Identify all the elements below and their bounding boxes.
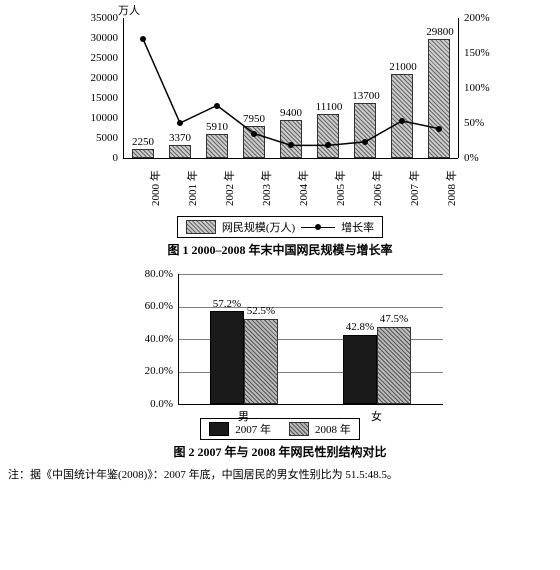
chart1-stage: 万人 0 5000 10000 15000 20000 25000 30000 … xyxy=(68,8,498,168)
chart2-value: 52.5% xyxy=(241,305,281,317)
chart2-bar xyxy=(210,311,244,404)
chart2-xtick: 女 xyxy=(371,408,382,424)
chart2-ytick: 20.0% xyxy=(145,365,173,377)
chart1-title: 图 1 2000–2008 年末中国网民规模与增长率 xyxy=(8,241,552,258)
legend-label: 增长率 xyxy=(341,219,374,235)
legend-label: 2008 年 xyxy=(315,421,351,437)
chart2-x-axis xyxy=(178,404,443,405)
chart1-xtick: 2003 年 xyxy=(258,166,274,206)
legend-swatch-line xyxy=(301,221,335,233)
chart1-xtick: 2007 年 xyxy=(406,166,422,206)
chart2-ytick: 0.0% xyxy=(150,398,173,410)
legend-swatch-bar xyxy=(186,220,216,234)
chart2-title: 图 2 2007 年与 2008 年网民性别结构对比 xyxy=(8,443,552,460)
chart2-ytick: 60.0% xyxy=(145,300,173,312)
footnote: 注：据《中国统计年鉴(2008)》：2007 年底，中国居民的男女性别比为 51… xyxy=(8,466,552,482)
chart2-grid xyxy=(178,274,443,275)
chart1-xtick: 2004 年 xyxy=(295,166,311,206)
chart1-marker xyxy=(177,120,183,126)
chart1-marker xyxy=(362,139,368,145)
chart1-marker xyxy=(251,131,257,137)
chart1-marker xyxy=(399,118,405,124)
chart1-legend: 网民规模(万人) 增长率 xyxy=(177,216,383,238)
chart2-bar xyxy=(343,335,377,405)
chart1-xtick: 2005 年 xyxy=(332,166,348,206)
chart1-marker xyxy=(214,103,220,109)
chart2-ytick: 80.0% xyxy=(145,268,173,280)
chart1-xtick: 2002 年 xyxy=(221,166,237,206)
chart2-bar xyxy=(244,319,278,404)
chart1-xtick: 2001 年 xyxy=(184,166,200,206)
chart1-marker xyxy=(436,126,442,132)
chart2-ytick: 40.0% xyxy=(145,333,173,345)
chart1-marker xyxy=(140,36,146,42)
legend-swatch-2008 xyxy=(289,422,309,436)
chart2-stage: 0.0% 20.0% 40.0% 60.0% 80.0% 57.2% 52.5%… xyxy=(123,264,453,414)
chart2-bar xyxy=(377,327,411,404)
chart2-value: 47.5% xyxy=(374,313,414,325)
chart1-xtick: 2006 年 xyxy=(369,166,385,206)
chart1-xtick: 2000 年 xyxy=(147,166,163,206)
chart2-xtick: 男 xyxy=(238,408,249,424)
legend-swatch-2007 xyxy=(209,422,229,436)
legend-label: 网民规模(万人) xyxy=(222,219,295,235)
chart2-legend: 2007 年 2008 年 xyxy=(200,418,360,440)
chart1-line xyxy=(68,8,498,168)
chart1-xtick: 2008 年 xyxy=(443,166,459,206)
